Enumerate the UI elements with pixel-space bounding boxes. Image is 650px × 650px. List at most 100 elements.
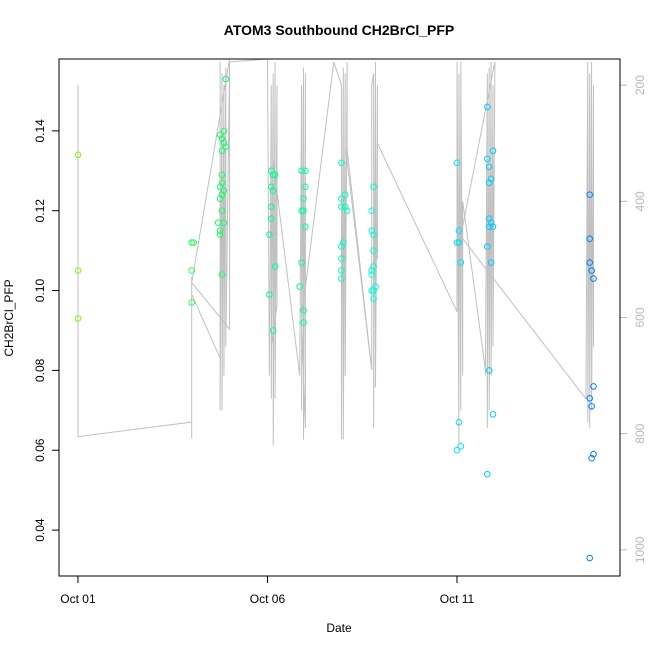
data-points-layer: [74, 75, 597, 562]
data-point: [216, 231, 224, 238]
data-point: [298, 259, 305, 266]
chart-title: ATOM3 Southbound CH2BrCl_PFP: [224, 22, 454, 38]
profile-line: [376, 61, 486, 446]
y-tick-label: 0.12: [33, 199, 47, 223]
data-point: [218, 191, 226, 198]
plot-frame: [58, 58, 621, 577]
profile-line: [191, 58, 231, 411]
data-point: [222, 143, 230, 151]
data-point: [218, 135, 226, 143]
data-point: [588, 454, 595, 462]
data-point: [188, 299, 195, 306]
data-point: [487, 259, 495, 266]
x-tick-label: Oct 01: [60, 592, 96, 606]
data-point: [218, 179, 226, 187]
data-point: [341, 203, 349, 210]
data-point: [341, 191, 349, 198]
data-point: [487, 175, 495, 183]
profile-line: [272, 61, 335, 440]
data-point: [300, 195, 307, 202]
data-point: [370, 263, 377, 270]
data-point: [368, 287, 376, 294]
data-point: [489, 411, 497, 418]
data-point: [271, 171, 279, 179]
data-point: [484, 243, 491, 250]
data-point: [220, 127, 228, 135]
data-point: [453, 239, 461, 246]
data-point: [300, 307, 307, 314]
data-point: [484, 155, 491, 163]
data-point: [489, 147, 497, 155]
x-tick-label: Oct 06: [250, 592, 286, 606]
data-point: [271, 263, 279, 270]
data-point: [266, 231, 273, 238]
data-point: [188, 267, 195, 274]
profile-line: [460, 61, 587, 428]
y-axis-label: CH2BrCl_PFP: [2, 279, 16, 356]
data-point: [487, 219, 495, 226]
data-point: [268, 203, 275, 210]
data-point: [340, 239, 347, 246]
data-point: [455, 227, 463, 234]
y-tick-label: 0.08: [33, 358, 47, 382]
data-point: [268, 167, 275, 175]
x-axis-label: Date: [326, 621, 352, 635]
profile-line: [229, 58, 278, 446]
y-tick-label: 0.14: [33, 119, 47, 143]
data-point: [588, 403, 595, 410]
profile-lines-layer: [77, 58, 594, 446]
data-point: [588, 267, 595, 274]
axes-layer: Oct 01 Oct 06 Oct 11 0.04 0.06 0.08 0.10 0.12 0.…: [33, 75, 647, 606]
right-tick-label: 800: [633, 423, 647, 443]
data-point: [338, 255, 345, 262]
data-point: [457, 259, 465, 266]
data-point: [188, 239, 195, 246]
data-point: [586, 259, 594, 266]
data-point: [302, 183, 309, 191]
data-point: [338, 203, 345, 210]
data-point: [370, 183, 377, 191]
data-point: [218, 171, 226, 179]
profile-line: [77, 85, 221, 439]
data-point: [220, 139, 228, 147]
data-point: [220, 219, 228, 226]
y-tick-label: 0.04: [33, 518, 47, 542]
data-point: [586, 395, 594, 402]
data-point: [485, 367, 493, 374]
data-point: [190, 239, 197, 246]
data-point: [457, 443, 465, 450]
data-point: [268, 215, 275, 222]
data-point: [590, 450, 597, 458]
data-point: [368, 207, 376, 214]
right-tick-label: 1000: [633, 536, 647, 563]
data-point: [74, 151, 82, 159]
data-point: [590, 275, 597, 282]
data-point: [298, 167, 305, 175]
data-point: [269, 327, 277, 334]
data-point: [338, 267, 345, 274]
y-tick-label: 0.10: [33, 279, 47, 303]
data-point: [586, 554, 594, 562]
data-point: [338, 159, 345, 167]
right-tick-label: 200: [633, 75, 647, 95]
data-point: [74, 267, 82, 274]
data-point: [485, 215, 493, 222]
profile-line: [585, 61, 594, 428]
data-point: [296, 283, 304, 290]
data-point: [485, 223, 493, 230]
data-point: [74, 315, 82, 322]
y-tick-label: 0.06: [33, 438, 47, 462]
data-point: [489, 223, 497, 230]
data-point: [220, 187, 228, 194]
data-point: [218, 271, 226, 278]
right-tick-label: 400: [633, 191, 647, 211]
data-point: [266, 291, 273, 298]
data-point: [370, 287, 377, 294]
data-point: [302, 223, 309, 230]
data-point: [269, 187, 277, 194]
data-point: [338, 243, 345, 250]
data-point: [455, 239, 463, 246]
data-point: [338, 275, 345, 282]
data-point: [216, 131, 224, 139]
